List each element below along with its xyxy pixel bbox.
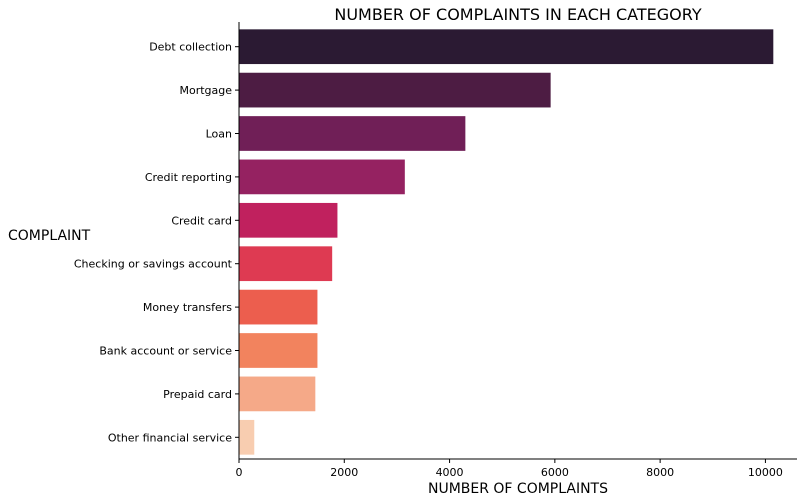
category-label: Credit card bbox=[171, 214, 232, 227]
bar-checking-or-savings-account bbox=[239, 246, 333, 282]
y-axis-label: COMPLAINT bbox=[8, 228, 91, 244]
chart-title: NUMBER OF COMPLAINTS IN EACH CATEGORY bbox=[334, 5, 701, 24]
bar-bank-account-or-service bbox=[239, 333, 318, 368]
category-label: Debt collection bbox=[149, 41, 232, 54]
category-label: Bank account or service bbox=[99, 345, 232, 358]
category-label: Other financial service bbox=[108, 431, 232, 444]
category-labels: Debt collection Mortgage Loan Credit report… bbox=[74, 41, 239, 444]
category-label: Prepaid card bbox=[163, 388, 232, 401]
category-label: Mortgage bbox=[179, 84, 232, 97]
x-tick-label: 8000 bbox=[646, 466, 674, 479]
bar-money-transfers bbox=[239, 289, 318, 325]
x-axis-ticks: 0 2000 4000 6000 8000 10000 bbox=[236, 459, 783, 479]
x-tick-label: 0 bbox=[236, 466, 243, 479]
x-tick-label: 6000 bbox=[541, 466, 569, 479]
category-label: Loan bbox=[206, 128, 232, 141]
x-tick-label: 4000 bbox=[436, 466, 464, 479]
bar-credit-card bbox=[239, 202, 338, 238]
category-label: Credit reporting bbox=[145, 171, 232, 184]
bar-prepaid-card bbox=[239, 376, 316, 412]
x-tick-label: 2000 bbox=[330, 466, 358, 479]
bar-loan bbox=[239, 116, 466, 151]
x-tick-label: 10000 bbox=[748, 466, 783, 479]
bar-mortgage bbox=[239, 72, 551, 108]
bar-other-financial-service bbox=[239, 419, 255, 455]
x-axis-label: NUMBER OF COMPLAINTS bbox=[428, 481, 608, 497]
bar-credit-reporting bbox=[239, 159, 405, 195]
bar-debt-collection bbox=[239, 29, 774, 65]
category-label: Money transfers bbox=[143, 301, 232, 314]
bars-group bbox=[239, 29, 774, 455]
category-label: Checking or savings account bbox=[74, 258, 233, 271]
